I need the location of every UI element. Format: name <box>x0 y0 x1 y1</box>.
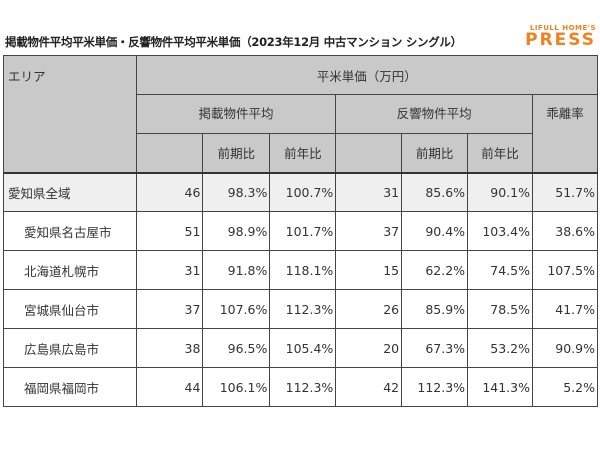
listed-price: 46 <box>135 171 204 212</box>
response-price: 15 <box>335 250 403 290</box>
response-qoq: 112.3% <box>401 367 469 407</box>
table-row: 広島県広島市 38 96.5% 105.4% 20 67.3% 53.2% 90.9% <box>3 328 599 368</box>
page-title: 掲載物件平均平米単価・反響物件平均平米単価（2023年12月 中古マンション シ… <box>5 35 462 49</box>
response-yoy: 141.3% <box>467 367 533 407</box>
response-qoq: 62.2% <box>401 250 469 290</box>
listed-qoq: 91.8% <box>202 250 271 290</box>
listed-yoy: 112.3% <box>269 289 337 329</box>
response-price: 20 <box>335 328 403 368</box>
header-listed-qoq: 前期比 <box>202 133 271 173</box>
listed-qoq: 98.9% <box>202 211 271 251</box>
listed-qoq: 98.3% <box>202 171 271 212</box>
gap-rate: 41.7% <box>531 289 599 329</box>
area-cell: 宮城県仙台市 <box>3 289 137 329</box>
listed-yoy: 101.7% <box>269 211 337 251</box>
header-unit: 平米単価（万円） <box>135 55 599 95</box>
area-cell: 福岡県福岡市 <box>3 367 137 407</box>
header-response: 反響物件平均 <box>335 94 533 134</box>
listed-qoq: 106.1% <box>202 367 271 407</box>
header-area: エリア <box>3 55 137 173</box>
area-cell: 愛知県名古屋市 <box>3 211 137 251</box>
response-qoq: 67.3% <box>401 328 469 368</box>
response-qoq: 85.9% <box>401 289 469 329</box>
response-yoy: 103.4% <box>467 211 533 251</box>
response-price: 31 <box>335 171 403 212</box>
listed-price: 38 <box>135 328 204 368</box>
listed-qoq: 107.6% <box>202 289 271 329</box>
header-gap: 乖離率 <box>531 94 599 173</box>
response-qoq: 85.6% <box>401 171 469 212</box>
response-yoy: 53.2% <box>467 328 533 368</box>
response-yoy: 74.5% <box>467 250 533 290</box>
area-cell: 広島県広島市 <box>3 328 137 368</box>
gap-rate: 51.7% <box>531 171 599 212</box>
response-price: 37 <box>335 211 403 251</box>
listed-qoq: 96.5% <box>202 328 271 368</box>
header-response-yoy: 前年比 <box>467 133 533 173</box>
table-row: 福岡県福岡市 44 106.1% 112.3% 42 112.3% 141.3% 5.2% <box>3 367 599 407</box>
listed-yoy: 112.3% <box>269 367 337 407</box>
listed-price: 44 <box>135 367 204 407</box>
response-yoy: 90.1% <box>467 171 533 212</box>
listed-yoy: 100.7% <box>269 171 337 212</box>
price-table: エリア 平米単価（万円） 掲載物件平均 反響物件平均 乖離率 前期比 前年比 前… <box>3 55 599 407</box>
table-row: 北海道札幌市 31 91.8% 118.1% 15 62.2% 74.5% 107.5% <box>3 250 599 290</box>
response-qoq: 90.4% <box>401 211 469 251</box>
logo-big-text: PRESS <box>525 30 596 50</box>
listed-price: 31 <box>135 250 204 290</box>
lifull-homes-press-logo: LIFULL HOME'S PRESS <box>525 24 596 49</box>
gap-rate: 107.5% <box>531 250 599 290</box>
listed-price: 37 <box>135 289 204 329</box>
response-price: 26 <box>335 289 403 329</box>
header-listed-yoy: 前年比 <box>269 133 337 173</box>
listed-price: 51 <box>135 211 204 251</box>
response-yoy: 78.5% <box>467 289 533 329</box>
gap-rate: 38.6% <box>531 211 599 251</box>
table-row: 宮城県仙台市 37 107.6% 112.3% 26 85.9% 78.5% 41.7% <box>3 289 599 329</box>
gap-rate: 5.2% <box>531 367 599 407</box>
listed-yoy: 105.4% <box>269 328 337 368</box>
listed-yoy: 118.1% <box>269 250 337 290</box>
table-row: 愛知県名古屋市 51 98.9% 101.7% 37 90.4% 103.4% 38.6% <box>3 211 599 251</box>
header-response-qoq: 前期比 <box>401 133 469 173</box>
table-row: 愛知県全域 46 98.3% 100.7% 31 85.6% 90.1% 51.7% <box>3 171 599 212</box>
area-cell: 北海道札幌市 <box>3 250 137 290</box>
gap-rate: 90.9% <box>531 328 599 368</box>
area-cell: 愛知県全域 <box>3 171 137 212</box>
logo-small-text: LIFULL HOME'S <box>529 24 596 32</box>
header-listed: 掲載物件平均 <box>135 94 337 134</box>
response-price: 42 <box>335 367 403 407</box>
